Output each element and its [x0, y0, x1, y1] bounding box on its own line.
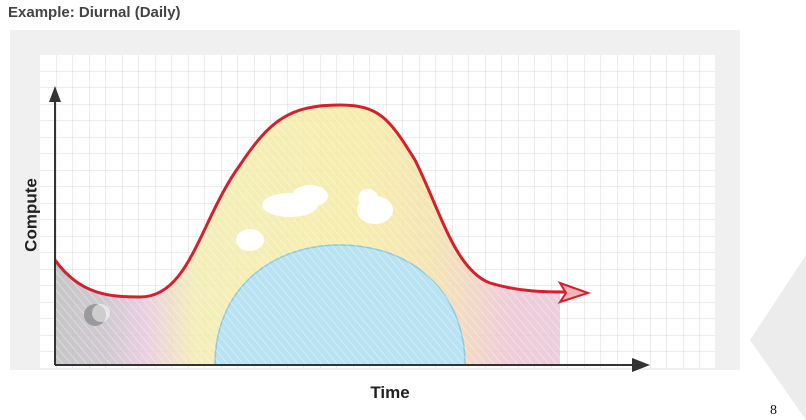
y-axis-arrow	[49, 86, 61, 102]
curve-arrow	[557, 281, 592, 304]
clouds	[236, 185, 393, 251]
x-axis-label: Time	[370, 383, 409, 402]
title: Example: Diurnal (Daily)	[8, 4, 181, 21]
x-axis-arrow	[632, 358, 650, 372]
y-axis-label: Compute	[21, 178, 40, 252]
page-number: 8	[770, 403, 777, 418]
compute-curve	[53, 103, 571, 299]
hatching	[55, 105, 560, 365]
corner-shape	[750, 255, 806, 420]
moon-highlight	[92, 304, 110, 322]
